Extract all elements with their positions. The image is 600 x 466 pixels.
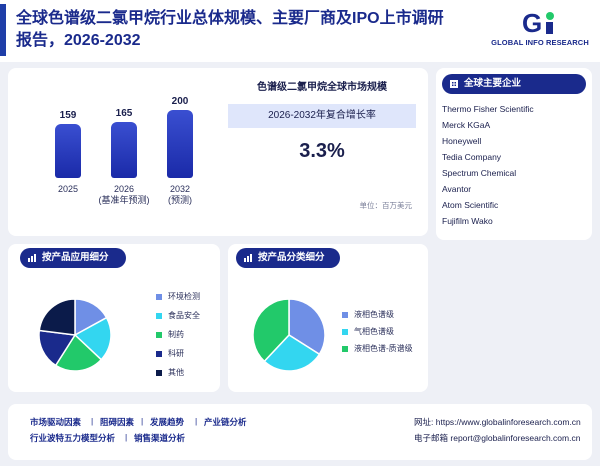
legend-item: 液相色谱级 bbox=[342, 310, 394, 320]
market-bar-2025 bbox=[55, 123, 81, 178]
legend-swatch bbox=[156, 332, 162, 338]
company-item: Honeywell bbox=[442, 136, 482, 146]
legend-label: 科研 bbox=[168, 349, 184, 358]
application-pie-chart bbox=[38, 298, 112, 372]
legend-label: 其他 bbox=[168, 368, 184, 377]
company-item: Fujifilm Wako bbox=[442, 216, 493, 226]
email-line: 电子邮箱 report@globalinforesearch.com.cn bbox=[414, 432, 580, 444]
market-bar-value: 165 bbox=[115, 107, 133, 119]
gi-logo-icon: G bbox=[522, 8, 554, 38]
website-line: 网址: https://www.globalinforesearch.com.c… bbox=[414, 416, 581, 428]
footer-separator: | bbox=[125, 432, 128, 442]
application-pie-slice-1 bbox=[73, 316, 112, 361]
legend-label: 环境检测 bbox=[168, 292, 200, 301]
market-bar-sublabel: (预测) bbox=[168, 195, 192, 205]
website-label: 网址: bbox=[414, 417, 434, 427]
companies-header: 全球主要企业 bbox=[442, 74, 586, 94]
application-pie-slice-2 bbox=[54, 333, 103, 372]
legend-item: 液相色谱-质谱级 bbox=[342, 344, 413, 354]
chart-icon bbox=[28, 254, 36, 262]
legend-item: 气相色谱级 bbox=[342, 327, 394, 337]
company-item: Avantor bbox=[442, 184, 472, 194]
market-bar-value: 200 bbox=[171, 96, 189, 107]
legend-swatch bbox=[156, 294, 162, 300]
type-segment-title: 按产品分类细分 bbox=[258, 252, 325, 263]
legend-item: 制药 bbox=[156, 330, 184, 340]
footer-card bbox=[8, 404, 592, 460]
legend-item: 其他 bbox=[156, 368, 184, 378]
svg-text:G: G bbox=[522, 8, 542, 38]
company-item: Atom Scientific bbox=[442, 200, 499, 210]
application-segment-header: 按产品应用细分 bbox=[20, 248, 126, 268]
market-bar-label: 2032 (预测) bbox=[150, 184, 210, 206]
market-bar-year: 2032 bbox=[169, 184, 191, 194]
chart-icon bbox=[244, 254, 252, 262]
legend-swatch bbox=[342, 346, 348, 352]
market-bar-label: 2025 bbox=[38, 184, 98, 195]
footer-separator: | bbox=[141, 416, 144, 426]
type-segment-header: 按产品分类细分 bbox=[236, 248, 340, 268]
market-bar-year: 2025 bbox=[57, 184, 79, 194]
company-item: Spectrum Chemical bbox=[442, 168, 517, 178]
footer-link[interactable]: 行业波特五力模型分析 bbox=[30, 433, 116, 443]
legend-label: 液相色谱-质谱级 bbox=[354, 344, 413, 353]
market-size-title: 色谱级二氯甲烷全球市场规模 bbox=[257, 82, 387, 93]
legend-item: 科研 bbox=[156, 349, 184, 359]
header-accent-bar bbox=[0, 4, 6, 56]
company-item: Merck KGaA bbox=[442, 120, 491, 130]
unit-label: 单位：百万美元 bbox=[359, 201, 413, 210]
market-bar-2032 bbox=[167, 110, 193, 178]
market-bar-2026 bbox=[111, 121, 137, 178]
legend-swatch bbox=[342, 329, 348, 335]
building-icon bbox=[450, 80, 458, 88]
legend-swatch bbox=[156, 370, 162, 376]
market-bar-label: 2026 (基准年预测) bbox=[94, 184, 154, 206]
company-item: Tedia Company bbox=[442, 152, 502, 162]
footer-link[interactable]: 发展趋势 bbox=[150, 417, 185, 427]
application-segment-title: 按产品应用细分 bbox=[42, 252, 109, 263]
logo-text: GLOBAL INFO RESEARCH bbox=[491, 38, 589, 47]
type-pie-chart bbox=[252, 298, 326, 372]
legend-label: 气相色谱级 bbox=[354, 327, 394, 336]
footer-link[interactable]: 销售渠道分析 bbox=[134, 433, 186, 443]
report-title: 全球色谱级二氯甲烷行业总体规模、主要厂商及IPO上市调研报告，2026-2032 bbox=[16, 10, 444, 49]
type-pie-slice-2 bbox=[252, 298, 290, 363]
email-link[interactable]: report@globalinforesearch.com.cn bbox=[450, 433, 581, 443]
legend-swatch bbox=[342, 312, 348, 318]
footer-separator: | bbox=[91, 416, 94, 426]
footer-link[interactable]: 产业链分析 bbox=[204, 417, 247, 427]
company-logo[interactable]: G GLOBAL INFO RESEARCH bbox=[488, 8, 592, 50]
website-link[interactable]: https://www.globalinforesearch.com.cn bbox=[435, 417, 581, 427]
cagr-value: 3.3% bbox=[299, 140, 345, 162]
legend-item: 环境检测 bbox=[156, 292, 200, 302]
application-pie-slice-4 bbox=[38, 298, 76, 336]
report-header: 全球色谱级二氯甲烷行业总体规模、主要厂商及IPO上市调研报告，2026-2032… bbox=[0, 0, 600, 62]
footer-separator: | bbox=[195, 416, 198, 426]
market-bar-value: 159 bbox=[59, 109, 77, 121]
companies-title: 全球主要企业 bbox=[464, 78, 522, 89]
footer-link[interactable]: 市场驱动因素 bbox=[30, 417, 82, 427]
email-label: 电子邮箱 bbox=[414, 433, 449, 443]
cagr-label: 2026-2032年复合增长率 bbox=[228, 104, 416, 128]
legend-swatch bbox=[156, 313, 162, 319]
companies-card bbox=[436, 68, 592, 240]
legend-label: 液相色谱级 bbox=[354, 310, 394, 319]
type-pie-slice-1 bbox=[263, 334, 321, 372]
legend-label: 食品安全 bbox=[168, 311, 200, 320]
footer-link[interactable]: 阻碍因素 bbox=[100, 417, 135, 427]
legend-swatch bbox=[156, 351, 162, 357]
company-item: Thermo Fisher Scientific bbox=[442, 104, 534, 114]
application-pie-slice-3 bbox=[38, 329, 77, 367]
market-bar-sublabel: (基准年预测) bbox=[98, 195, 150, 205]
market-bar-year: 2026 bbox=[113, 184, 135, 194]
legend-label: 制药 bbox=[168, 330, 184, 339]
legend-item: 食品安全 bbox=[156, 311, 200, 321]
